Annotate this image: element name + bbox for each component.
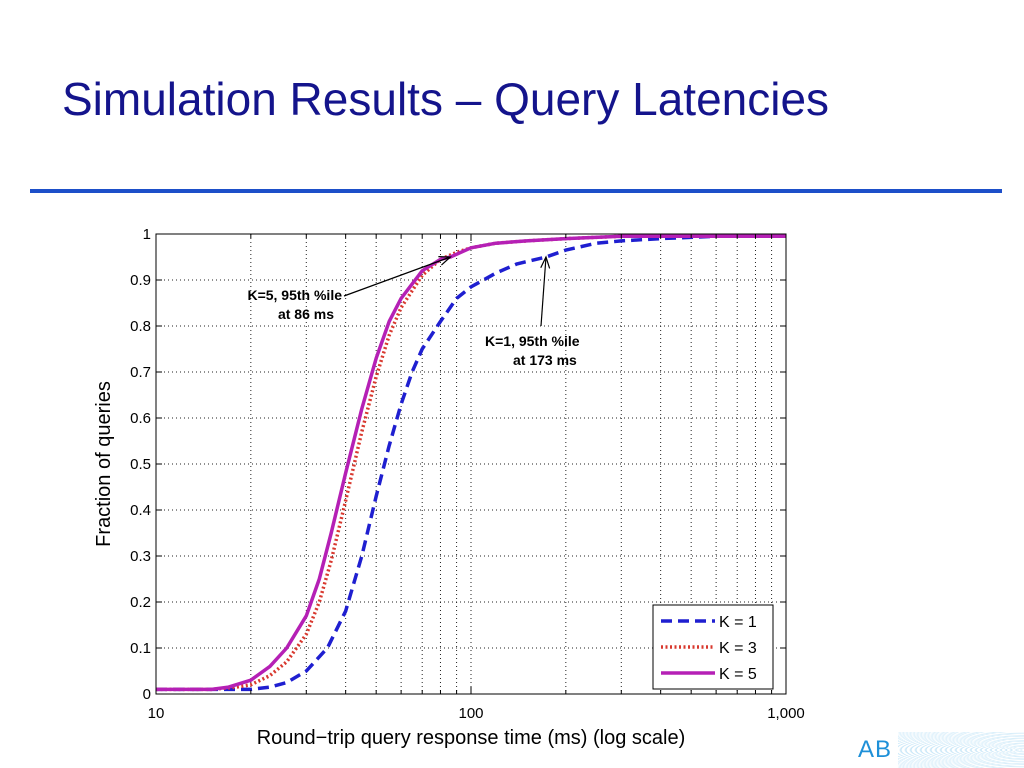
legend-label: K = 5: [719, 666, 757, 683]
legend: K = 1 K = 3 K = 5: [652, 604, 774, 690]
series-line-k1: [156, 234, 786, 692]
y-tick-label: 0.8: [130, 318, 151, 335]
annotation-arrow: [540, 256, 547, 327]
tick-marks: [155, 233, 787, 695]
y-tick-label: 0.6: [130, 410, 151, 427]
annotation-arrowhead: [540, 255, 551, 269]
lab-logo: AB: [858, 732, 1024, 768]
legend-label: K = 3: [719, 640, 757, 657]
y-tick-label: 0.3: [130, 548, 151, 565]
y-tick-label: 0.2: [130, 594, 151, 611]
logo-text: AB: [858, 736, 893, 763]
x-tick-labels: 10 100 1,000: [148, 705, 805, 722]
title-rule: [30, 189, 1002, 193]
series-line-k5: [156, 234, 786, 692]
y-tick-label: 0.9: [130, 272, 151, 289]
y-tick-label: 0.7: [130, 364, 151, 381]
y-tick-label: 0.5: [130, 456, 151, 473]
annotation-text: at 173 ms: [513, 352, 577, 368]
x-tick-label: 1,000: [767, 705, 805, 722]
slide-title: Simulation Results – Query Latencies: [62, 73, 830, 125]
y-tick-label: 0.1: [130, 640, 151, 657]
legend-label: K = 1: [719, 614, 757, 631]
annotation-text: K=5, 95th %ile: [247, 287, 342, 303]
series-layer: [156, 234, 786, 692]
annotation-text: K=1, 95th %ile: [485, 333, 580, 349]
annotation-text: at 86 ms: [278, 306, 334, 322]
annotations: K=5, 95th %ile at 86 ms K=1, 95th %ile at 1…: [247, 255, 580, 368]
y-axis-label: Fraction of queries: [93, 381, 115, 547]
x-tick-label: 10: [148, 705, 165, 722]
annotation-arrow: [343, 256, 451, 297]
logo-waves: [898, 732, 1024, 768]
y-tick-label: 0.4: [130, 502, 151, 519]
annotation: K=5, 95th %ile at 86 ms: [247, 256, 452, 322]
y-tick-label: 0: [143, 686, 151, 703]
x-axis-label: Round−trip query response time (ms) (log…: [257, 727, 686, 749]
y-tick-label: 1: [143, 226, 151, 243]
y-tick-labels: 0 0.1 0.2 0.3 0.4 0.5 0.6 0.7 0.8 0.9 1: [130, 226, 151, 703]
annotation: K=1, 95th %ile at 173 ms: [485, 255, 580, 368]
legend-box: [652, 604, 774, 690]
x-tick-label: 100: [458, 705, 483, 722]
annotation-arrowhead: [438, 256, 452, 266]
